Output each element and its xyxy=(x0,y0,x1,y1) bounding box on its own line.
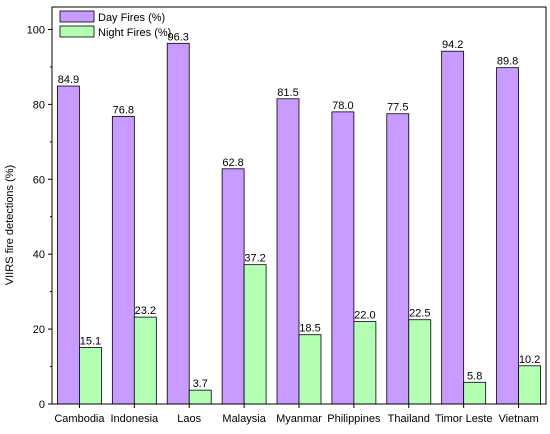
y-tick-label: 80 xyxy=(33,99,45,111)
data-label-night-myanmar: 18.5 xyxy=(299,323,320,335)
bar-night-philippines xyxy=(353,321,377,405)
y-tick-label: 20 xyxy=(33,324,45,336)
data-label-day-malaysia: 62.8 xyxy=(222,157,243,169)
bar-night-cambodia xyxy=(79,347,102,405)
legend-swatch-day xyxy=(59,10,95,23)
data-label-day-vietnam: 89.8 xyxy=(497,56,518,68)
bar-day-myanmar xyxy=(276,98,300,405)
bar-night-timor-leste xyxy=(463,381,487,405)
y-axis-title: VIIRS fire detections (%) xyxy=(4,165,16,285)
legend: Day Fires (%) Night Fires (%) xyxy=(59,10,171,39)
bar-night-malaysia xyxy=(243,264,267,405)
bar-day-cambodia xyxy=(57,85,80,405)
data-label-day-timor-leste: 94.2 xyxy=(442,39,463,51)
data-label-day-cambodia: 84.9 xyxy=(58,74,79,86)
x-tick-label: Indonesia xyxy=(110,413,159,425)
legend-label-night: Night Fires (%) xyxy=(98,27,171,39)
bar-day-laos xyxy=(166,42,190,405)
data-label-night-malaysia: 37.2 xyxy=(244,253,265,265)
plot-frame xyxy=(51,6,547,405)
bar-night-vietnam xyxy=(518,365,541,405)
data-label-night-cambodia: 15.1 xyxy=(80,335,101,347)
data-label-day-myanmar: 81.5 xyxy=(277,87,298,99)
y-tick-label: 40 xyxy=(33,249,45,261)
data-label-night-indonesia: 23.2 xyxy=(135,305,156,317)
x-tick-label: Vietnam xyxy=(498,413,538,425)
data-label-night-vietnam: 10.2 xyxy=(519,354,540,366)
bar-night-thailand xyxy=(408,319,432,405)
data-label-night-philippines: 22.0 xyxy=(354,310,375,322)
data-label-night-laos: 3.7 xyxy=(193,378,208,390)
data-label-night-timor-leste: 5.8 xyxy=(467,370,482,382)
data-label-day-philippines: 78.0 xyxy=(332,100,353,112)
x-tick-label: Malaysia xyxy=(222,413,266,425)
x-tick-label: Myanmar xyxy=(276,413,322,425)
bar-night-indonesia xyxy=(133,316,157,405)
data-label-day-laos: 96.3 xyxy=(168,31,189,43)
bar-night-myanmar xyxy=(298,334,322,405)
data-label-day-thailand: 77.5 xyxy=(387,102,408,114)
x-tick-label: Cambodia xyxy=(54,413,105,425)
bar-night-laos xyxy=(188,389,212,405)
x-tick-label: Timor Leste xyxy=(435,413,493,425)
bar-day-malaysia xyxy=(221,168,245,405)
x-tick-label: Laos xyxy=(177,413,201,425)
plot-area: 84.9 15.1 Cambodia 76.8 23.2 Indonesia 96.3 3.7… xyxy=(27,6,547,425)
bar-day-indonesia xyxy=(111,115,135,405)
y-tick-label: 100 xyxy=(27,24,45,36)
x-tick-label: Thailand xyxy=(388,413,430,425)
data-label-day-indonesia: 76.8 xyxy=(113,104,134,116)
y-tick-label: 60 xyxy=(33,174,45,186)
y-tick-label: 0 xyxy=(39,399,45,411)
bar-day-thailand xyxy=(386,113,410,405)
bar-day-timor-leste xyxy=(441,50,465,405)
bar-day-vietnam xyxy=(496,67,519,405)
data-label-night-thailand: 22.5 xyxy=(409,308,430,320)
legend-swatch-night xyxy=(59,25,95,38)
bar-day-philippines xyxy=(331,111,355,405)
x-tick-label: Philippines xyxy=(327,413,381,425)
legend-label-day: Day Fires (%) xyxy=(98,12,165,24)
